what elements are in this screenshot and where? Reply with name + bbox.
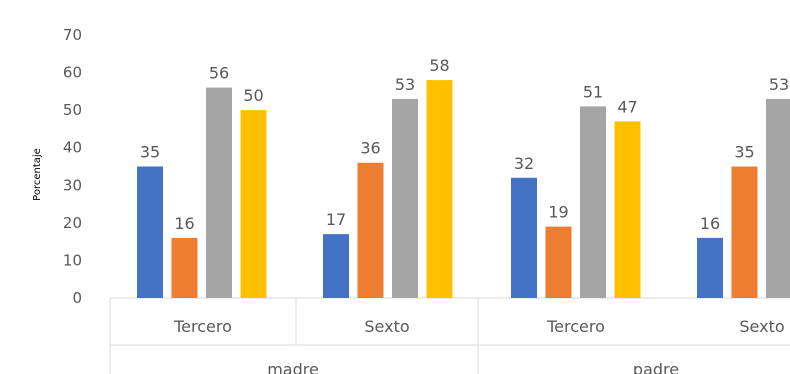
data-label: 51 <box>583 82 603 101</box>
bar <box>171 237 198 298</box>
data-label: 53 <box>395 75 415 94</box>
bar <box>511 177 537 298</box>
bar <box>614 121 641 299</box>
y-tick-label: 40 <box>63 139 82 157</box>
bar <box>697 237 723 298</box>
group-label: madre <box>267 360 319 374</box>
bar <box>240 110 267 299</box>
y-tick-label: 30 <box>63 176 82 194</box>
y-axis-title: Porcentaje <box>32 148 43 201</box>
category-label: Tercero <box>546 317 605 336</box>
bar <box>323 234 349 298</box>
data-label: 17 <box>326 210 346 229</box>
data-label: 47 <box>617 97 637 116</box>
data-label: 36 <box>360 139 380 158</box>
data-label: 19 <box>548 203 568 222</box>
data-label: 50 <box>243 86 263 105</box>
bar <box>357 162 384 298</box>
data-label: 35 <box>734 143 754 162</box>
data-label: 16 <box>700 214 720 233</box>
category-label: Tercero <box>173 317 232 336</box>
bar <box>545 226 572 298</box>
data-label: 58 <box>429 56 449 75</box>
data-label: 32 <box>514 154 534 173</box>
bar <box>137 166 163 298</box>
category-label: Sexto <box>739 317 784 336</box>
category-label: Sexto <box>364 317 409 336</box>
y-tick-label: 20 <box>63 214 82 232</box>
group-label: padre <box>633 360 679 374</box>
data-label: 35 <box>140 143 160 162</box>
y-tick-label: 0 <box>72 289 82 307</box>
bar <box>580 106 606 298</box>
y-tick-label: 10 <box>63 251 82 269</box>
bar <box>731 166 758 298</box>
y-tick-label: 50 <box>63 101 82 119</box>
data-label: 53 <box>769 75 789 94</box>
bar <box>392 98 418 298</box>
y-tick-label: 60 <box>63 64 82 82</box>
bar <box>426 80 453 298</box>
bar <box>206 87 232 298</box>
bar <box>766 98 790 298</box>
data-label: 16 <box>174 214 194 233</box>
y-tick-label: 70 <box>63 26 82 44</box>
data-label: 56 <box>209 64 229 83</box>
